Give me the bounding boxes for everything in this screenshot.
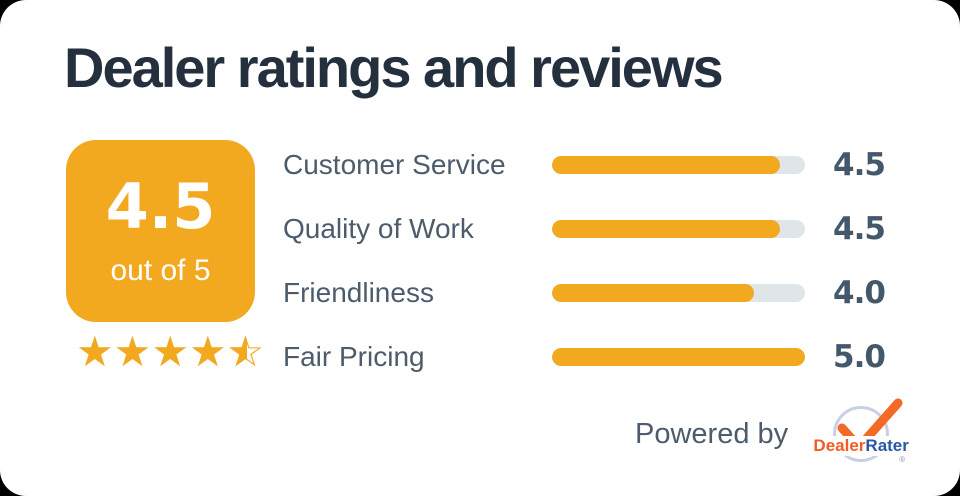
half-star-icon: ☆ ★ — [227, 330, 265, 374]
rating-label: Customer Service — [283, 149, 506, 180]
rating-rows: Customer Service 4.5 Quality of Work 4.5… — [283, 133, 886, 389]
rating-row-fair-pricing: Fair Pricing 5.0 — [283, 325, 886, 389]
rating-bar-fill — [552, 348, 805, 366]
logo-ring-icon — [833, 406, 890, 462]
star-icon: ★ — [188, 327, 227, 376]
rating-value: 4.5 — [833, 147, 886, 183]
rating-bar-track — [552, 156, 805, 174]
checkmark-icon — [837, 398, 903, 452]
overall-score-value: 4.5 — [105, 170, 216, 243]
rating-value: 5.0 — [833, 339, 886, 375]
star-icon: ★ — [76, 327, 114, 376]
star-rating: ★ ★ ★ ★ ☆ ★ — [76, 330, 264, 374]
rating-label: Fair Pricing — [283, 341, 425, 372]
brand-rater-text: Rater — [865, 436, 909, 455]
star-icon: ★ — [113, 327, 152, 376]
rating-bar-fill — [552, 220, 780, 238]
rating-value: 4.0 — [833, 275, 886, 311]
rating-bar-track — [552, 348, 805, 366]
powered-by-label: Powered by — [635, 418, 789, 450]
rating-value: 4.5 — [833, 211, 886, 247]
rating-row-friendliness: Friendliness 4.0 — [283, 261, 886, 325]
rating-bar-fill — [552, 156, 780, 174]
footer: Powered by DealerRater ® — [635, 398, 910, 470]
rating-row-customer-service: Customer Service 4.5 — [283, 133, 886, 197]
star-icon: ★ — [151, 327, 189, 376]
overall-score-outof: out of 5 — [110, 254, 211, 287]
rating-bar-fill — [552, 284, 755, 302]
rating-bar-track — [552, 284, 805, 302]
rating-row-quality-of-work: Quality of Work 4.5 — [283, 197, 886, 261]
star-half-fill-glyph: ★ — [226, 330, 248, 374]
overall-score-badge: 4.5 out of 5 — [66, 140, 255, 322]
page-title: Dealer ratings and reviews — [64, 36, 724, 99]
brand-dealer-text: Dealer — [813, 436, 866, 455]
dealerrater-wordmark: DealerRater — [812, 436, 910, 456]
rating-bar-track — [552, 220, 805, 238]
registered-trademark: ® — [899, 455, 906, 464]
dealerrater-logo[interactable]: DealerRater ® — [812, 398, 910, 470]
star-outline-glyph: ☆ — [226, 327, 265, 376]
rating-label: Friendliness — [283, 277, 434, 308]
rating-label: Quality of Work — [283, 213, 474, 244]
